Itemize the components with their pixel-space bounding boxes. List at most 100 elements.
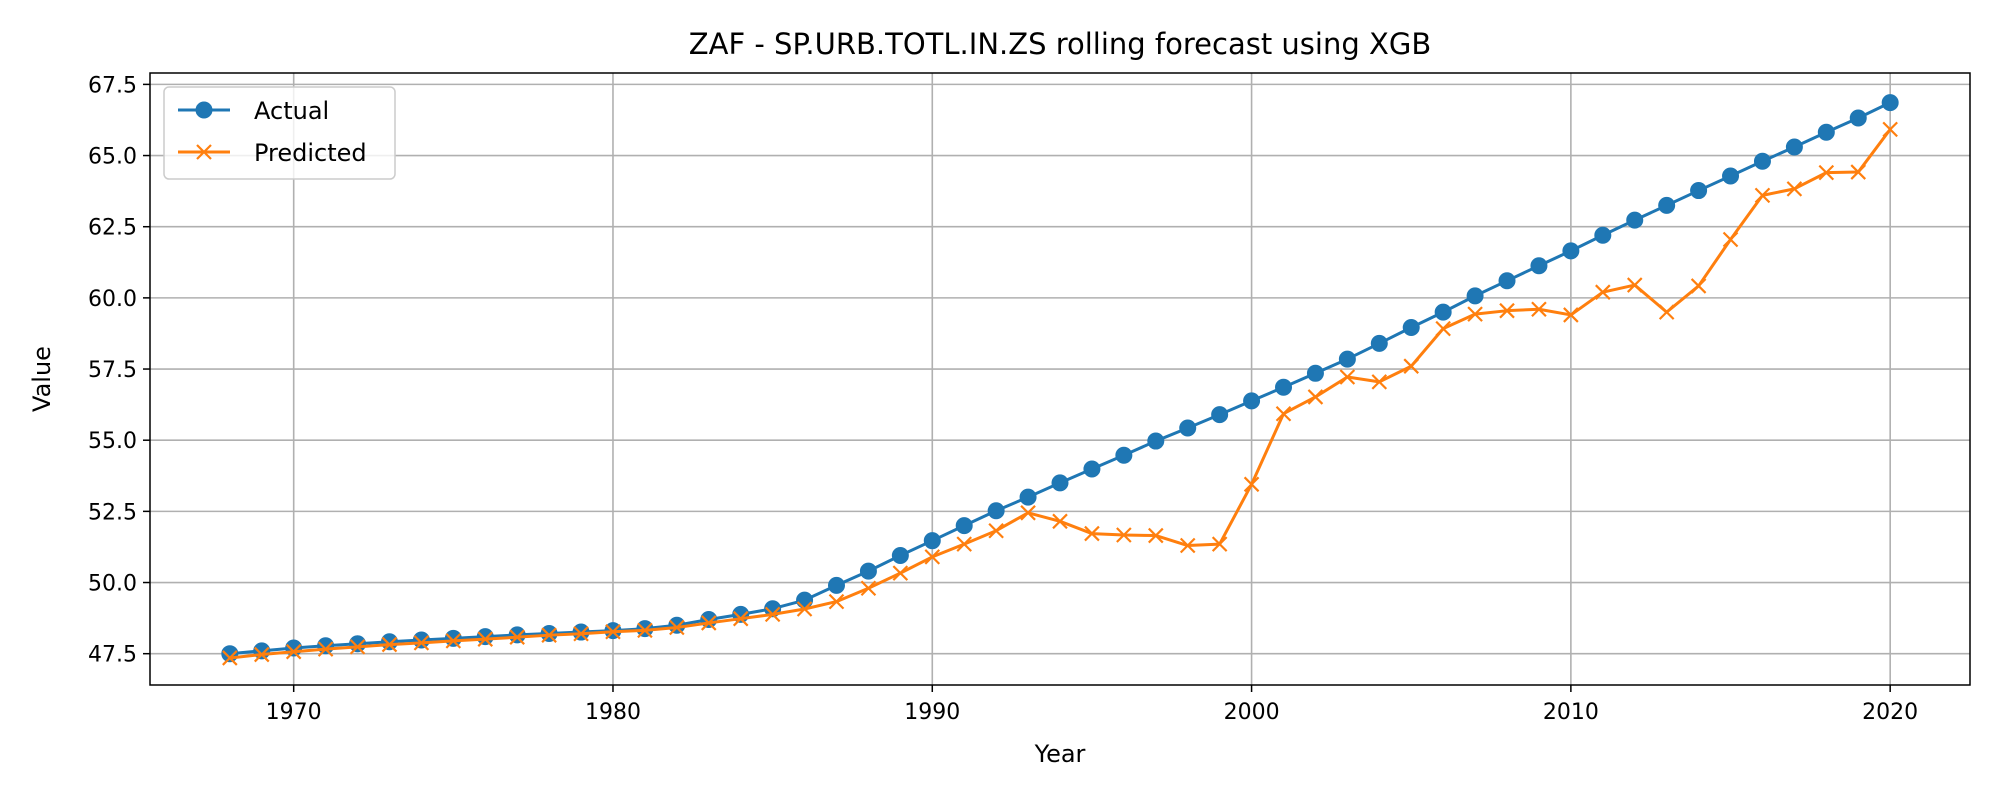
predicted-point	[381, 636, 398, 653]
predicted-point	[860, 580, 877, 596]
actual-point	[1051, 474, 1069, 492]
actual-point	[508, 626, 526, 644]
predicted-point	[253, 646, 270, 663]
predicted-point	[1084, 525, 1100, 542]
actual-point	[1785, 138, 1803, 156]
actual-point	[796, 591, 814, 609]
y-tick-label: 52.5	[88, 500, 137, 525]
predicted-point	[541, 627, 557, 643]
predicted-point	[1211, 536, 1228, 552]
predicted-point	[669, 619, 685, 636]
legend-marker-predicted	[196, 144, 212, 160]
grid	[150, 73, 1970, 685]
predicted-point	[1563, 307, 1579, 323]
actual-point	[1881, 94, 1899, 112]
predicted-point	[1435, 320, 1451, 337]
x-tick-label: 2000	[1224, 700, 1280, 725]
actual-point	[891, 546, 909, 564]
predicted-point	[1850, 164, 1867, 180]
actual-point	[1083, 460, 1101, 478]
actual-point	[1179, 419, 1197, 437]
predicted-point	[1690, 278, 1707, 294]
actual-point	[1115, 446, 1133, 464]
y-tick-label: 50.0	[88, 572, 137, 597]
x-tick-label: 2020	[1862, 700, 1918, 725]
y-tick-label: 47.5	[88, 643, 137, 668]
predicted-point	[573, 625, 589, 642]
x-tick-label: 2010	[1543, 700, 1599, 725]
predicted-point	[605, 623, 621, 640]
actual-point	[1530, 257, 1548, 275]
actual-point	[1211, 406, 1229, 424]
actual-point	[380, 633, 398, 651]
legend: Actual Predicted	[163, 86, 396, 180]
actual-point	[1562, 242, 1580, 260]
y-tick-label: 60.0	[88, 287, 137, 312]
legend-marker-actual	[195, 101, 213, 119]
y-tick-label: 62.5	[88, 216, 137, 241]
y-tick-label: 65.0	[88, 145, 137, 170]
actual-point	[1722, 167, 1740, 185]
legend-label-actual: Actual	[254, 97, 329, 125]
predicted-point	[1307, 389, 1324, 405]
predicted-point	[1052, 513, 1068, 530]
actual-point	[349, 635, 367, 653]
predicted-point	[1754, 187, 1771, 204]
actual-point	[1753, 152, 1771, 170]
legend-entry-predicted: Predicted	[178, 139, 367, 167]
legend-label-predicted: Predicted	[254, 139, 367, 167]
predicted-point	[1595, 284, 1611, 300]
actual-point	[412, 631, 430, 649]
actual-point	[444, 629, 462, 647]
predicted-point	[1179, 537, 1196, 554]
x-tick-label: 1970	[266, 700, 322, 725]
predicted-point	[477, 631, 494, 647]
predicted-point	[1020, 505, 1036, 521]
predicted-point	[1275, 405, 1292, 422]
predicted-series	[222, 121, 1898, 666]
predicted-point	[700, 615, 717, 631]
actual-point	[1466, 287, 1484, 305]
chart-title: ZAF - SP.URB.TOTL.IN.ZS rolling forecast…	[689, 27, 1431, 61]
predicted-point	[764, 606, 781, 623]
predicted-point	[1786, 181, 1803, 197]
predicted-point	[1531, 301, 1547, 318]
predicted-point	[1243, 476, 1260, 493]
predicted-point	[1658, 304, 1675, 320]
predicted-point	[1339, 369, 1356, 385]
actual-point	[317, 637, 335, 655]
predicted-point	[1818, 164, 1835, 181]
predicted-point	[285, 643, 302, 660]
predicted-point	[1722, 231, 1739, 248]
predicted-point	[349, 639, 366, 655]
axis-ticks: 1970 1980 1990 2000 2010 2020 47.5 50.0 52.5 55.0…	[88, 73, 1918, 725]
actual-point	[1019, 488, 1037, 506]
predicted-point	[988, 522, 1004, 539]
actual-point	[1658, 196, 1676, 214]
actual-point	[1370, 334, 1388, 352]
predicted-point	[1626, 277, 1643, 293]
predicted-point	[956, 536, 972, 552]
actual-point	[923, 532, 941, 550]
y-axis-label: Value	[28, 346, 56, 412]
predicted-point	[924, 549, 941, 565]
predicted-point	[732, 610, 749, 627]
predicted-point	[828, 593, 845, 610]
predicted-point	[509, 629, 525, 645]
predicted-point	[1882, 121, 1898, 138]
actual-point	[1402, 318, 1420, 336]
actual-point	[1243, 392, 1261, 410]
actual-point	[827, 576, 845, 594]
predicted-point	[445, 633, 462, 649]
actual-point	[1434, 303, 1452, 321]
actual-point	[1690, 182, 1708, 200]
actual-point	[1626, 211, 1644, 229]
predicted-point	[1499, 302, 1515, 319]
predicted-point	[796, 601, 813, 617]
actual-point	[1817, 123, 1835, 141]
actual-point	[476, 628, 494, 646]
actual-point	[1275, 378, 1293, 396]
predicted-point	[1403, 358, 1420, 374]
plot-frame	[149, 72, 1971, 686]
